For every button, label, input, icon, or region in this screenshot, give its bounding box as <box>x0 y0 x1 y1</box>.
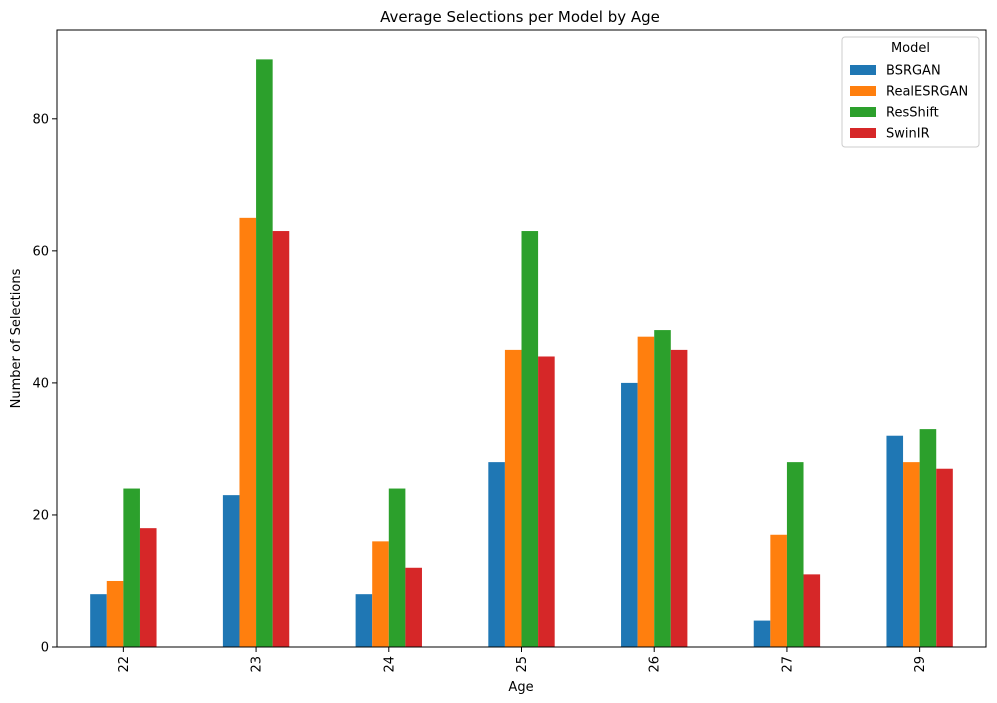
legend-items: BSRGAN RealESRGAN ResShift SwinIR <box>850 64 968 142</box>
y-axis-label: Number of Selections <box>9 268 24 408</box>
bar-bsrgan-23 <box>222 495 240 647</box>
bar-resshift-26 <box>654 330 671 647</box>
x-tick-label: 23 <box>250 656 265 673</box>
bar-swinir-25 <box>538 356 555 647</box>
bar-resshift-27 <box>786 462 804 647</box>
x-axis: 22 23 24 25 26 27 29 <box>117 647 928 673</box>
y-tick-label: 60 <box>32 244 49 259</box>
bar-realesrgan-25 <box>504 349 522 647</box>
bar-bsrgan-27 <box>753 620 771 647</box>
bar-realesrgan-23 <box>239 217 257 647</box>
legend-label-resshift: ResShift <box>886 106 939 121</box>
legend-label-bsrgan: BSRGAN <box>886 64 941 79</box>
x-tick-label: 25 <box>515 656 530 673</box>
bar-bsrgan-25 <box>488 462 505 647</box>
x-tick-label: 27 <box>780 656 795 673</box>
bar-swinir-27 <box>803 574 821 647</box>
bar-resshift-22 <box>123 488 140 647</box>
legend-swatch-swinir <box>850 128 876 138</box>
bar-realesrgan-22 <box>106 580 124 647</box>
bar-realesrgan-27 <box>770 534 787 647</box>
bar-resshift-24 <box>388 488 406 647</box>
x-tick-label: 29 <box>913 656 928 673</box>
x-tick-label: 24 <box>382 656 397 673</box>
bar-resshift-23 <box>256 59 273 647</box>
x-tick-label: 26 <box>648 656 663 673</box>
bar-realesrgan-29 <box>903 462 920 647</box>
bar-bsrgan-22 <box>90 594 107 647</box>
bar-resshift-25 <box>521 231 539 648</box>
plot-frame <box>56 29 987 648</box>
bar-swinir-26 <box>670 349 688 647</box>
x-axis-label: Age <box>508 680 533 695</box>
legend-swatch-resshift <box>850 107 876 117</box>
bar-bsrgan-24 <box>355 594 373 647</box>
legend: Model BSRGAN RealESRGAN ResShift SwinIR <box>841 36 980 148</box>
bar-bsrgan-26 <box>621 382 638 647</box>
legend-label-swinir: SwinIR <box>886 127 930 142</box>
y-tick-label: 40 <box>32 376 49 391</box>
bar-realesrgan-26 <box>637 336 655 647</box>
bar-swinir-24 <box>405 567 422 647</box>
legend-box <box>841 36 980 148</box>
bars-layer <box>90 59 953 648</box>
y-tick-label: 0 <box>41 641 49 656</box>
bar-swinir-23 <box>272 231 290 648</box>
bar-resshift-29 <box>919 429 937 647</box>
x-tick-label: 22 <box>117 656 132 673</box>
bar-bsrgan-29 <box>886 435 904 647</box>
legend-swatch-bsrgan <box>850 65 876 75</box>
y-axis: 0 20 40 60 80 <box>32 112 57 656</box>
legend-title: Model <box>891 41 930 56</box>
bar-realesrgan-24 <box>372 541 389 647</box>
legend-label-realesrgan: RealESRGAN <box>886 85 968 100</box>
bar-swinir-22 <box>139 528 157 647</box>
bar-swinir-29 <box>936 468 953 647</box>
chart-title: Average Selections per Model by Age <box>380 8 660 26</box>
y-tick-label: 80 <box>32 112 49 127</box>
y-tick-label: 20 <box>32 508 49 523</box>
legend-swatch-realesrgan <box>850 86 876 96</box>
